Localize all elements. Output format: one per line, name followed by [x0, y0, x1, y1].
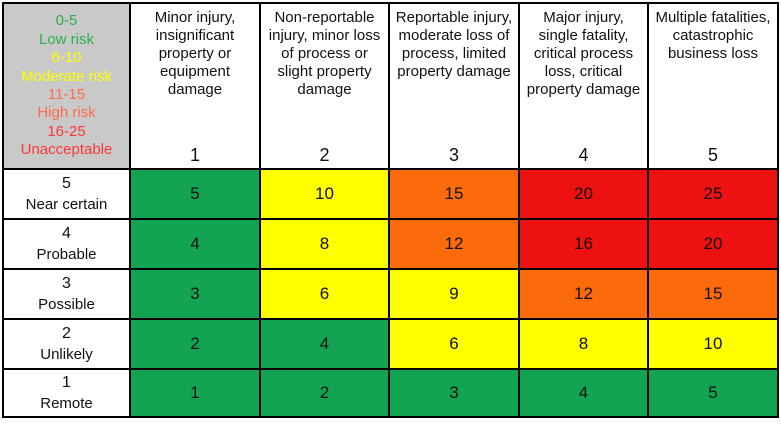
likelihood-label: Near certain	[25, 196, 108, 213]
risk-cell-2-1: 2	[129, 318, 261, 370]
risk-cell-1-4: 4	[518, 368, 649, 418]
likelihood-label: Remote	[40, 395, 93, 412]
matrix-row-4: 4 Probable 4 8 12 16 20	[2, 218, 779, 270]
risk-cell-1-5: 5	[647, 368, 779, 418]
risk-cell-4-1: 4	[129, 218, 261, 270]
header-row: 0-5 Low risk 6-10 Moderate risk 11-15 Hi…	[2, 2, 779, 170]
severity-number: 2	[319, 145, 330, 165]
row-header-likelihood-5: 5 Near certain	[2, 168, 131, 220]
column-header-severity-3: Reportable injury, moderate loss of proc…	[388, 2, 520, 170]
severity-number: 3	[448, 145, 459, 165]
risk-cell-3-3: 9	[388, 268, 520, 320]
row-header-likelihood-4: 4 Probable	[2, 218, 131, 270]
legend-label-low: Low risk	[38, 30, 94, 48]
row-header-likelihood-2: 2 Unlikely	[2, 318, 131, 370]
likelihood-label: Probable	[36, 246, 97, 263]
column-header-severity-5: Multiple fatalities, catastrophic busine…	[647, 2, 779, 170]
column-header-severity-2: Non-reportable injury, minor loss of pro…	[259, 2, 390, 170]
severity-description: Minor injury, insignificant property or …	[154, 9, 236, 98]
risk-cell-5-4: 20	[518, 168, 649, 220]
severity-description: Major injury, single fatality, critical …	[526, 9, 641, 98]
risk-cell-1-2: 2	[259, 368, 390, 418]
severity-number: 5	[707, 145, 718, 165]
severity-description: Multiple fatalities, catastrophic busine…	[655, 9, 771, 62]
likelihood-number: 5	[62, 175, 71, 192]
row-header-likelihood-3: 3 Possible	[2, 268, 131, 320]
severity-description: Reportable injury, moderate loss of proc…	[395, 9, 513, 80]
matrix-row-1: 1 Remote 1 2 3 4 5	[2, 368, 779, 418]
likelihood-number: 4	[62, 225, 71, 242]
severity-number: 1	[189, 145, 200, 165]
risk-legend: 0-5 Low risk 6-10 Moderate risk 11-15 Hi…	[2, 2, 131, 170]
column-header-severity-1: Minor injury, insignificant property or …	[129, 2, 261, 170]
risk-cell-4-4: 16	[518, 218, 649, 270]
risk-cell-5-2: 10	[259, 168, 390, 220]
risk-cell-2-2: 4	[259, 318, 390, 370]
risk-cell-3-1: 3	[129, 268, 261, 320]
legend-label-unacceptable: Unacceptable	[20, 141, 113, 159]
risk-cell-3-5: 15	[647, 268, 779, 320]
likelihood-label: Possible	[38, 296, 95, 313]
legend-label-moderate: Moderate risk	[21, 67, 112, 85]
risk-cell-1-3: 3	[388, 368, 520, 418]
risk-matrix-table: 0-5 Low risk 6-10 Moderate risk 11-15 Hi…	[2, 2, 779, 418]
severity-number: 4	[578, 145, 589, 165]
risk-cell-5-3: 15	[388, 168, 520, 220]
risk-cell-5-5: 25	[647, 168, 779, 220]
matrix-row-3: 3 Possible 3 6 9 12 15	[2, 268, 779, 320]
risk-cell-1-1: 1	[129, 368, 261, 418]
matrix-row-5: 5 Near certain 5 10 15 20 25	[2, 168, 779, 220]
likelihood-number: 1	[62, 374, 71, 391]
matrix-row-2: 2 Unlikely 2 4 6 8 10	[2, 318, 779, 370]
likelihood-number: 2	[62, 325, 71, 342]
risk-cell-3-2: 6	[259, 268, 390, 320]
severity-description: Non-reportable injury, minor loss of pro…	[268, 9, 381, 98]
risk-cell-4-5: 20	[647, 218, 779, 270]
risk-cell-3-4: 12	[518, 268, 649, 320]
risk-cell-2-5: 10	[647, 318, 779, 370]
column-header-severity-4: Major injury, single fatality, critical …	[518, 2, 649, 170]
legend-label-high: High risk	[37, 104, 96, 122]
risk-cell-4-3: 12	[388, 218, 520, 270]
legend-range-unacceptable: 16-25	[47, 122, 86, 140]
likelihood-label: Unlikely	[40, 346, 93, 363]
risk-cell-4-2: 8	[259, 218, 390, 270]
row-header-likelihood-1: 1 Remote	[2, 368, 131, 418]
legend-range-moderate: 6-10	[51, 49, 82, 67]
legend-range-low: 0-5	[55, 12, 78, 30]
risk-cell-5-1: 5	[129, 168, 261, 220]
likelihood-number: 3	[62, 275, 71, 292]
risk-cell-2-4: 8	[518, 318, 649, 370]
legend-range-high: 11-15	[47, 86, 86, 103]
risk-cell-2-3: 6	[388, 318, 520, 370]
